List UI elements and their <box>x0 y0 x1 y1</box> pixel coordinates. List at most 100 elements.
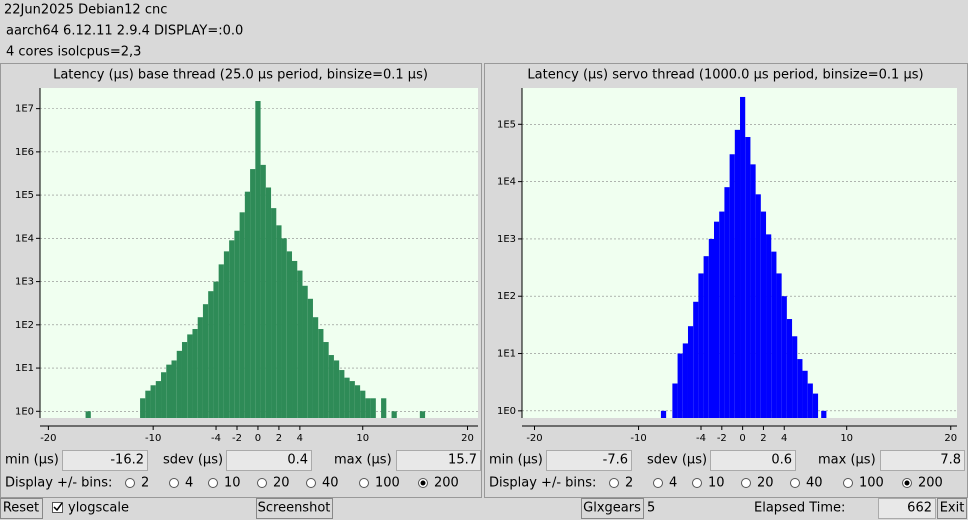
bins-label: Display +/- bins: <box>5 476 112 491</box>
x-tick-label: -4 <box>696 433 706 444</box>
histogram-bar <box>140 398 146 418</box>
histogram-bar <box>265 187 272 418</box>
histogram-bar <box>281 238 287 418</box>
histogram-bar <box>349 381 355 418</box>
y-tick-label: 1E2 <box>15 320 34 331</box>
histogram-bar <box>250 169 256 418</box>
x-tick-label: 2 <box>276 433 282 444</box>
x-tick-label: 20 <box>461 433 474 444</box>
bins-radio[interactable] <box>169 478 179 488</box>
histogram-bar <box>724 187 730 418</box>
histogram-bar <box>181 342 188 418</box>
histogram-bar <box>365 398 371 418</box>
histogram-bar <box>229 240 235 418</box>
histogram-bar <box>218 264 224 418</box>
panel-title: Latency (µs) base thread (25.0 µs period… <box>53 68 428 83</box>
histogram-bar <box>729 154 735 418</box>
x-tick-label: 2 <box>760 433 766 444</box>
histogram-bar <box>660 410 667 418</box>
bins-radio[interactable] <box>692 478 702 488</box>
bins-option: 40 <box>322 476 339 491</box>
header-line: 22Jun2025 Debian12 cnc <box>4 3 167 18</box>
histogram-bar <box>202 304 209 418</box>
glxgears-button[interactable] <box>581 498 644 519</box>
histogram-bar <box>85 411 91 418</box>
histogram-bar <box>672 383 678 418</box>
histogram-bar <box>255 101 261 418</box>
histogram-bar <box>239 212 245 418</box>
screenshot-button[interactable] <box>256 498 333 519</box>
bins-option: 20 <box>757 476 774 491</box>
histogram-bar <box>208 291 214 418</box>
bins-radio[interactable] <box>741 478 751 488</box>
x-tick-label: 10 <box>356 433 369 444</box>
bins-radio[interactable] <box>843 478 853 488</box>
histogram-bar <box>292 260 298 418</box>
elapsed-label: Elapsed Time: <box>754 501 845 516</box>
stat-label: max (µs) <box>818 453 876 468</box>
histogram-bar <box>161 372 167 418</box>
histogram-bar <box>766 234 772 418</box>
histogram-bar <box>344 377 350 418</box>
x-tick-label: 4 <box>781 433 787 444</box>
bins-option: 10 <box>708 476 725 491</box>
y-tick-label: 1E3 <box>497 234 516 245</box>
histogram-bar <box>687 326 694 418</box>
histogram-bar <box>171 360 177 418</box>
y-tick-label: 1E7 <box>15 104 34 115</box>
histogram-bar <box>740 96 746 418</box>
exit-button[interactable] <box>937 498 967 519</box>
histogram-bar <box>693 301 699 418</box>
y-tick-label: 1E4 <box>497 177 516 188</box>
panel-title: Latency (µs) servo thread (1000.0 µs per… <box>527 68 923 83</box>
stat-label: sdev (µs) <box>163 453 223 468</box>
y-tick-label: 1E4 <box>15 233 34 244</box>
histogram-bar <box>176 350 182 418</box>
x-tick-label: -2 <box>717 433 727 444</box>
bins-radio[interactable] <box>653 478 663 488</box>
elapsed-value: 662 <box>907 501 932 516</box>
histogram-bar <box>318 329 324 418</box>
histogram-bar <box>234 230 240 418</box>
bins-radio[interactable] <box>359 478 369 488</box>
y-tick-label: 1E5 <box>497 119 516 130</box>
ylog-label: ylogscale <box>68 501 129 516</box>
histogram-bar <box>339 370 345 418</box>
bins-radio[interactable] <box>609 478 619 488</box>
bins-radio[interactable] <box>125 478 135 488</box>
glx-count: 5 <box>647 501 655 516</box>
bins-radio[interactable] <box>208 478 218 488</box>
stat-value: 7.8 <box>940 453 961 468</box>
histogram-bar <box>786 319 793 418</box>
bins-option: 100 <box>375 476 400 491</box>
histogram-bar <box>391 411 397 418</box>
header-line: aarch64 6.12.11 2.9.4 DISPLAY=:0.0 <box>6 24 243 39</box>
bins-option: 2 <box>625 476 633 491</box>
histogram-bar <box>682 343 688 418</box>
bins-option: 10 <box>224 476 241 491</box>
histogram-bar <box>197 317 203 418</box>
x-tick-label: 0 <box>739 433 745 444</box>
bins-radio[interactable] <box>257 478 267 488</box>
ylog-checkbox[interactable] <box>52 502 63 513</box>
histogram-bar <box>719 211 725 418</box>
y-tick-label: 1E3 <box>15 277 34 288</box>
histogram-bar <box>771 251 777 418</box>
bins-option: 2 <box>141 476 149 491</box>
bins-radio[interactable] <box>306 478 316 488</box>
stat-value: 15.7 <box>448 453 477 468</box>
bins-radio-dot <box>904 480 910 486</box>
y-tick-label: 1E6 <box>15 147 34 158</box>
stat-value: 0.6 <box>771 453 792 468</box>
stat-field <box>62 450 148 471</box>
header-line: 4 cores isolcpus=2,3 <box>6 45 141 60</box>
stat-value: -7.6 <box>603 453 628 468</box>
histogram-bar <box>223 251 230 418</box>
bins-label: Display +/- bins: <box>489 476 596 491</box>
bins-radio[interactable] <box>790 478 800 488</box>
histogram-bar <box>745 137 751 418</box>
histogram-bar <box>312 317 319 418</box>
reset-button[interactable] <box>0 498 43 519</box>
stat-label: max (µs) <box>334 453 392 468</box>
